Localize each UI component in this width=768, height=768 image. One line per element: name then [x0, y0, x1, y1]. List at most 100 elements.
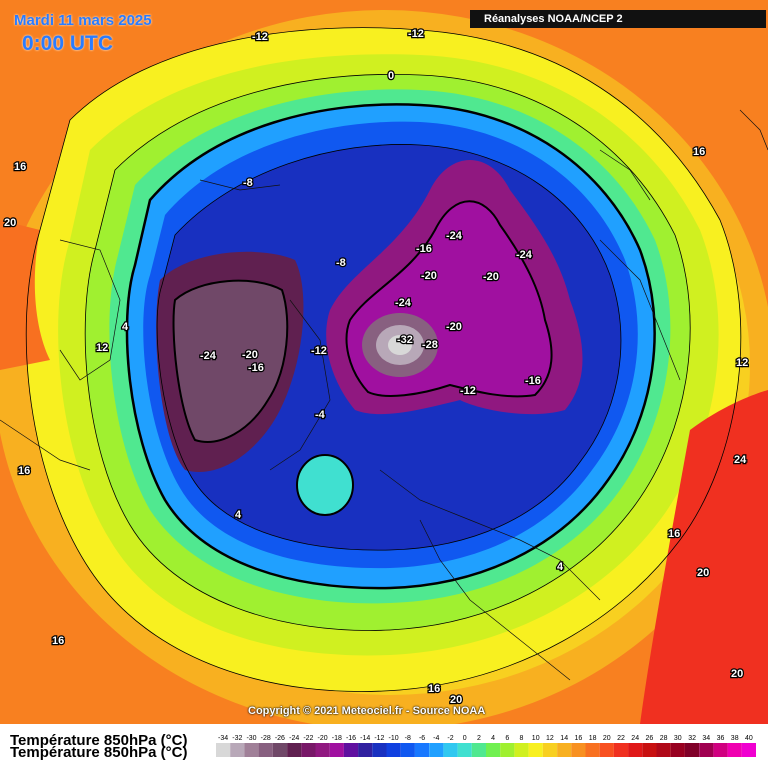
map-label: -12 [311, 345, 327, 357]
legend-tick-label: 26 [646, 735, 654, 742]
map-label: -4 [315, 409, 326, 421]
map-label: -20 [421, 270, 437, 282]
legend-swatch [429, 743, 444, 757]
legend-swatch [670, 743, 685, 757]
legend-tick-label: -8 [405, 735, 411, 742]
map-canvas: -12 -12 0 16 20 -8 -8 -24 -20 -16 -12 -4… [0, 0, 768, 724]
map-label: -20 [483, 271, 499, 283]
legend-tick-label: -32 [232, 735, 242, 742]
map-label: 4 [235, 509, 242, 521]
legend-tick-label: -2 [447, 735, 453, 742]
warm-zone-east [640, 390, 768, 724]
legend-tick-label: 0 [463, 735, 467, 742]
map-label: 20 [731, 668, 743, 680]
legend-tick-label: 16 [575, 735, 583, 742]
legend-tick-label: 36 [717, 735, 725, 742]
contour-minus20-america [172, 279, 289, 443]
legend-tick-label: -16 [346, 735, 356, 742]
map-label: 16 [668, 528, 680, 540]
legend-tick-label: 32 [688, 735, 696, 742]
legend-swatch [258, 743, 273, 757]
legend-tick-label: -12 [374, 735, 384, 742]
legend-tick-label: -26 [275, 735, 285, 742]
map-label: 20 [450, 694, 462, 706]
map-label: -24 [200, 350, 217, 362]
legend-swatch [272, 743, 287, 757]
legend-swatch [386, 743, 401, 757]
source-banner: Réanalyses NOAA/NCEP 2 [470, 10, 766, 28]
contour-minus20-siberia [345, 200, 553, 398]
cold-core-center [388, 335, 412, 355]
legend-swatch [301, 743, 316, 757]
legend-swatch [741, 743, 756, 757]
legend-tick-label: 18 [589, 735, 597, 742]
contour-12 [25, 27, 742, 692]
map-label: 0 [388, 70, 394, 82]
map-label: -12 [252, 31, 268, 43]
legend-swatch [244, 743, 259, 757]
legend-tick-label: -20 [318, 735, 328, 742]
map-label: -16 [416, 243, 432, 255]
map-label: -28 [422, 339, 438, 351]
legend-swatch [585, 743, 600, 757]
legend-tick-label: -10 [389, 735, 399, 742]
map-label: 12 [736, 357, 748, 369]
map-label: -20 [242, 349, 258, 361]
legend-swatch [613, 743, 629, 757]
contour-4 [84, 74, 691, 631]
map-label: -20 [446, 321, 462, 333]
legend-swatch [230, 743, 245, 757]
map-label: 4 [557, 561, 564, 573]
map-labels: -12 -12 0 16 20 -8 -8 -24 -20 -16 -12 -4… [3, 27, 750, 708]
legend-tick-label: -24 [289, 735, 299, 742]
legend-tick-label: -14 [360, 735, 370, 742]
map-label: -8 [243, 177, 253, 189]
legend-tick-label: 38 [731, 735, 739, 742]
legend-tick-label: 20 [603, 735, 611, 742]
legend-tick-label: 4 [491, 735, 495, 742]
legend-title-shadow: Température 850hPa (°C) [10, 744, 188, 761]
legend-tick-label: -28 [261, 735, 271, 742]
legend-tick-label: 10 [532, 735, 540, 742]
legend-swatch [315, 743, 330, 757]
legend-tick-label: 28 [660, 735, 668, 742]
contour-minus12 [156, 144, 622, 551]
map-label: -12 [460, 385, 476, 397]
map-label: 24 [734, 454, 747, 466]
legend-swatch [528, 743, 543, 757]
legend-swatch [343, 743, 359, 757]
legend-swatch [216, 743, 231, 757]
legend-tick-label: 22 [617, 735, 625, 742]
map-label: -32 [397, 334, 413, 346]
legend-title: Température 850hPa (°C) [10, 732, 188, 749]
map-label: 12 [96, 342, 108, 354]
map-label: 16 [428, 683, 440, 695]
map-label: -16 [248, 362, 264, 374]
legend-swatch [599, 743, 614, 757]
map-label: 16 [693, 146, 705, 158]
legend-tick-label: -34 [218, 735, 228, 742]
legend-swatch [329, 743, 344, 757]
legend-tick-label: 34 [702, 735, 710, 742]
legend-swatch [727, 743, 742, 757]
legend-swatch [358, 743, 373, 757]
map-label: -24 [516, 249, 533, 261]
map-label: -24 [395, 297, 412, 309]
legend-tick-label: 30 [674, 735, 682, 742]
coastlines [0, 109, 768, 681]
legend-swatch [471, 743, 486, 757]
legend-swatch [557, 743, 572, 757]
legend-swatch [372, 743, 387, 757]
legend-tick-label: 40 [745, 735, 753, 742]
legend-swatch [486, 743, 501, 757]
legend-swatch [514, 743, 529, 757]
color-scale: -34 -32 -30 -28 -26 -24 -22 -20 -18 -16 -14 -12 -10-… [216, 735, 756, 757]
legend-tick-label: 8 [520, 735, 524, 742]
map-label: -16 [525, 375, 541, 387]
map-label: 16 [14, 161, 26, 173]
legend-swatch [656, 743, 671, 757]
warm-zone-west [0, 220, 50, 370]
legend-swatch [400, 743, 415, 757]
map-label: 20 [697, 567, 709, 579]
legend-swatch [684, 743, 700, 757]
